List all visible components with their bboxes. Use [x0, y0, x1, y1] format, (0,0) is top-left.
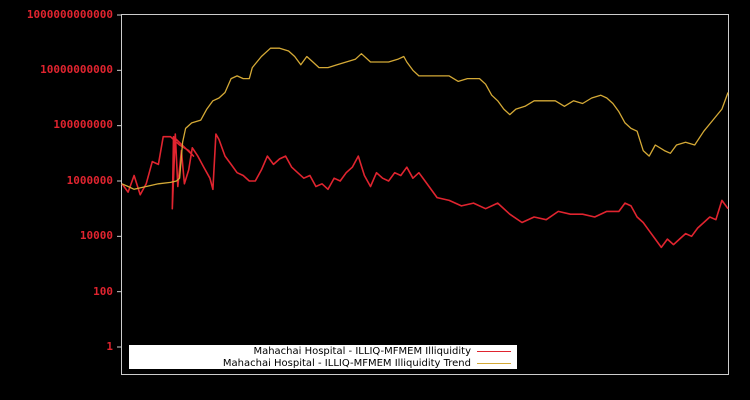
legend-label: Mahachai Hospital - ILLIQ-MFMEM Illiquid… — [222, 357, 471, 369]
y-tick-label: 1 — [106, 340, 113, 353]
series-illiquidity-line — [121, 133, 729, 249]
chart-legend: Mahachai Hospital - ILLIQ-MFMEM Illiquid… — [129, 345, 517, 369]
series-layer — [121, 47, 729, 249]
legend-swatch-red — [477, 350, 511, 352]
y-tick-label: 10000000000 — [40, 63, 113, 76]
y-tick-label: 1000000 — [66, 174, 113, 187]
y-tick-label: 1000000000000 — [26, 8, 113, 21]
legend-label: Mahachai Hospital - ILLIQ-MFMEM Illiquid… — [253, 345, 471, 357]
y-axis-ticks — [117, 14, 121, 348]
legend-item-illiquidity: Mahachai Hospital - ILLIQ-MFMEM Illiquid… — [253, 345, 511, 357]
y-tick-label: 100000000 — [53, 118, 113, 131]
series-illiquidity-trend-line — [121, 47, 729, 190]
legend-item-illiquidity-trend: Mahachai Hospital - ILLIQ-MFMEM Illiquid… — [223, 357, 511, 369]
y-tick-label: 10000 — [79, 229, 113, 242]
plot-frame — [121, 14, 729, 375]
y-tick-label: 100 — [93, 285, 113, 298]
legend-swatch-gold — [477, 362, 511, 364]
